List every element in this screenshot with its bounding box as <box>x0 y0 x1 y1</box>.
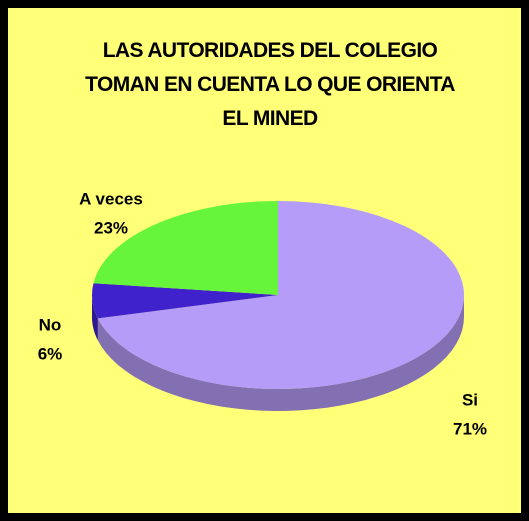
slice <box>92 283 278 319</box>
slice-label: A veces <box>79 189 143 208</box>
slice-label: Si <box>462 390 478 409</box>
slice <box>97 201 465 390</box>
chart-title: LAS AUTORIDADES DEL COLEGIO TOMAN EN CUE… <box>85 39 455 130</box>
slice-value-label: 6% <box>38 344 63 363</box>
slice-value-label: 71% <box>453 419 487 438</box>
slice <box>93 201 278 295</box>
pie <box>92 201 465 411</box>
slice-label: No <box>39 315 62 334</box>
slice-value-label: 23% <box>94 218 128 237</box>
slice-side <box>92 295 98 341</box>
slice-side <box>97 295 464 411</box>
